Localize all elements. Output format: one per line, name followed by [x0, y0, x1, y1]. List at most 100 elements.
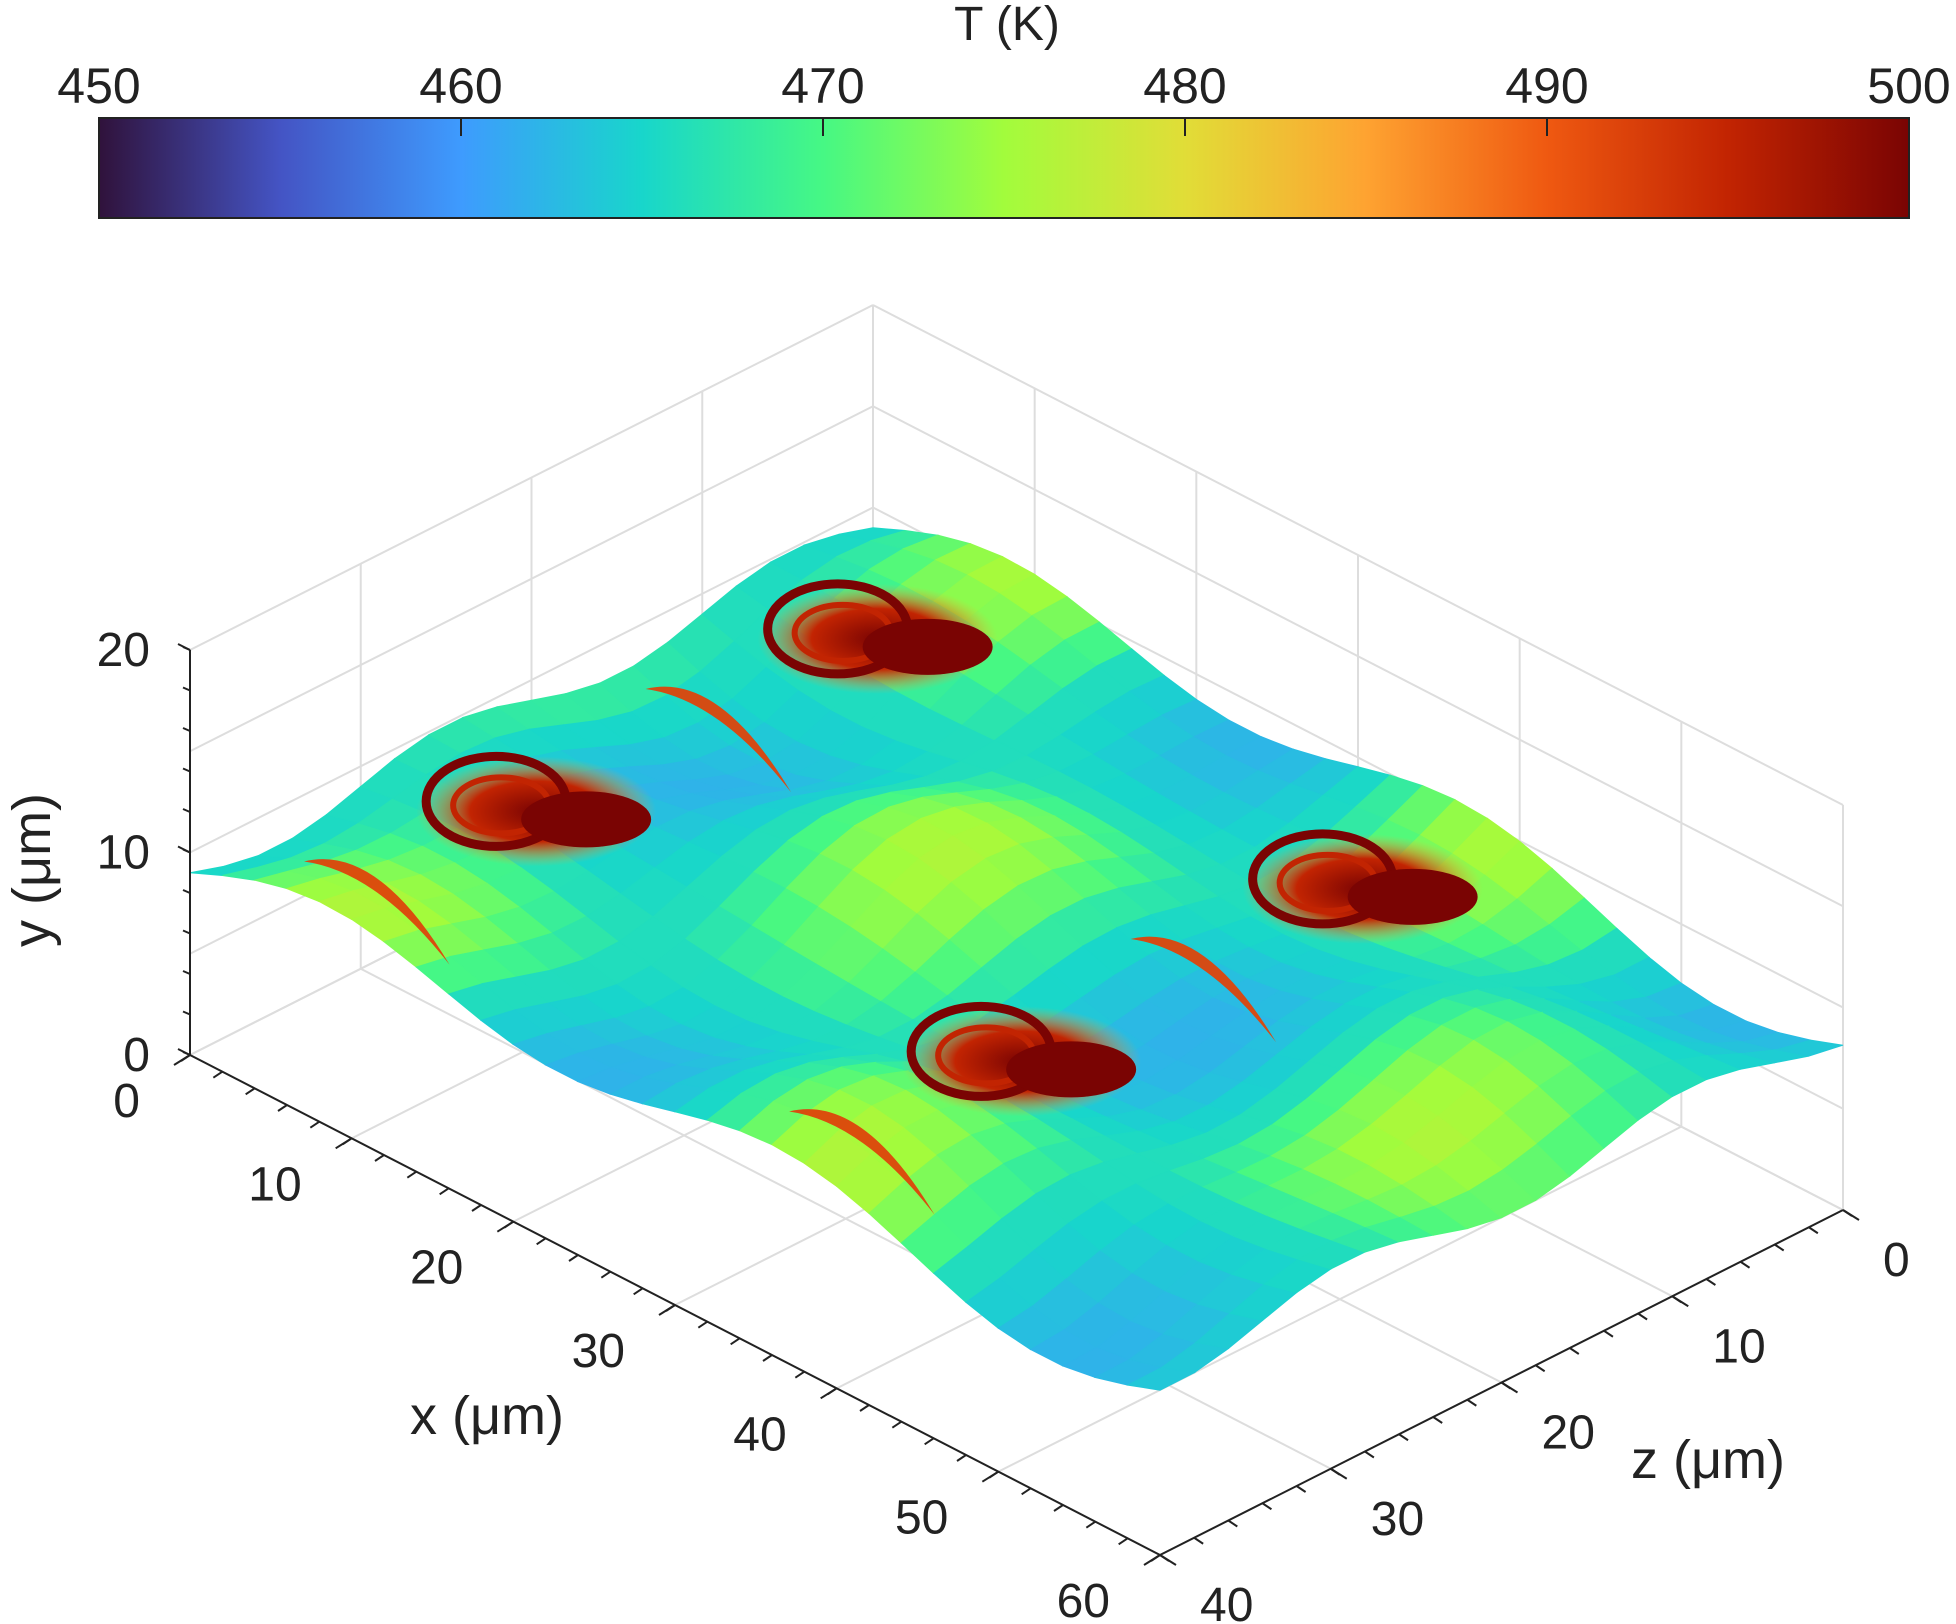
- z-minor-tick: [1432, 1416, 1443, 1424]
- x-minor-tick: [277, 1104, 288, 1112]
- x-minor-tick: [342, 1137, 353, 1146]
- hot-streak: [645, 686, 792, 793]
- colorbar-tick-label: 460: [419, 58, 502, 114]
- z-minor-tick: [1330, 1467, 1341, 1476]
- x-minor-tick: [956, 1454, 967, 1462]
- x-minor-tick: [245, 1087, 256, 1096]
- x-minor-tick: [859, 1404, 870, 1412]
- colorbar-ticks: 450 460 470 480 490 500: [57, 58, 1951, 136]
- z-minor-tick: [1808, 1226, 1819, 1235]
- y-tick-label: 20: [97, 624, 150, 677]
- z-minor-tick: [1159, 1554, 1170, 1562]
- y-minor-tick: [182, 1051, 191, 1056]
- z-minor-tick: [1842, 1209, 1853, 1217]
- hot-streak: [304, 859, 450, 965]
- y-minor-tick: [182, 646, 191, 651]
- x-minor-tick: [406, 1170, 417, 1179]
- hot-spot-core: [1006, 1041, 1137, 1098]
- x-minor-tick: [924, 1437, 935, 1446]
- colorbar-tick-label: 470: [781, 58, 864, 114]
- x-minor-tick: [794, 1370, 805, 1379]
- z-minor-tick: [1637, 1312, 1648, 1321]
- y-minor-tick: [182, 808, 191, 813]
- colorbar-tick-label: 490: [1505, 58, 1588, 114]
- colorbar-tick-label: 480: [1143, 58, 1226, 114]
- z-minor-tick: [1535, 1364, 1546, 1373]
- z-minor-tick: [1671, 1295, 1682, 1304]
- z-minor-tick: [1261, 1502, 1273, 1511]
- z-minor-tick: [1227, 1519, 1238, 1528]
- x-minor-tick: [503, 1220, 514, 1229]
- x-minor-tick: [471, 1204, 482, 1212]
- x-minor-tick: [309, 1120, 320, 1129]
- x-axis-label: x (μm): [410, 1386, 564, 1446]
- x-minor-tick: [730, 1337, 741, 1346]
- temperature-surface: [189, 527, 1844, 1391]
- x-minor-tick: [665, 1304, 676, 1312]
- x-minor-tick: [1053, 1504, 1064, 1512]
- hot-spot-core: [862, 618, 993, 675]
- z-minor-tick: [1500, 1381, 1512, 1390]
- z-minor-tick: [1398, 1433, 1409, 1442]
- x-minor-tick: [439, 1187, 450, 1196]
- x-minor-tick: [1150, 1554, 1161, 1562]
- y-minor-tick: [182, 889, 191, 894]
- x-minor-tick: [212, 1070, 223, 1079]
- y-minor-tick: [182, 970, 191, 975]
- axes-3d: 0 10 20 0 10 20 30 40 50 60 0 10 20 30 40 x (μm) y (μm…: [2, 304, 1910, 1624]
- z-minor-tick: [1603, 1329, 1614, 1338]
- colorbar-label: T (K): [954, 0, 1060, 51]
- x-minor-tick: [1085, 1520, 1096, 1529]
- x-minor-tick: [633, 1287, 644, 1296]
- hot-streak: [789, 1109, 935, 1215]
- x-minor-tick: [600, 1270, 611, 1279]
- x-tick-label: 20: [410, 1242, 463, 1295]
- z-minor-tick: [1193, 1536, 1204, 1545]
- x-minor-tick: [536, 1237, 547, 1246]
- axis-ticks: 0 10 20 0 10 20 30 40 50 60 0 10 20 30 40: [97, 624, 1910, 1624]
- x-minor-tick: [891, 1420, 902, 1429]
- x-minor-tick: [568, 1254, 579, 1262]
- z-minor-tick: [1774, 1243, 1785, 1252]
- z-tick-label: 20: [1542, 1407, 1595, 1460]
- y-minor-tick: [182, 929, 191, 935]
- z-tick-label: 40: [1200, 1579, 1253, 1624]
- hot-spot-core: [521, 791, 652, 848]
- x-minor-tick: [697, 1320, 708, 1329]
- colorbar: T (K) 450 460 470 480 490 500: [57, 0, 1951, 219]
- z-minor-tick: [1705, 1278, 1716, 1286]
- y-minor-tick: [182, 1010, 191, 1016]
- z-axis-label: z (μm): [1631, 1430, 1785, 1490]
- x-tick-label: 50: [895, 1492, 948, 1545]
- z-minor-tick: [1466, 1398, 1477, 1407]
- y-minor-tick: [182, 848, 191, 854]
- x-minor-tick: [180, 1054, 191, 1062]
- y-axis-label: y (μm): [2, 793, 62, 947]
- x-minor-tick: [1118, 1537, 1129, 1546]
- hot-streak: [1130, 936, 1277, 1043]
- surface-patch: [1776, 1039, 1844, 1057]
- x-minor-tick: [1021, 1487, 1032, 1496]
- z-minor-tick: [1739, 1260, 1751, 1269]
- x-minor-tick: [827, 1387, 838, 1396]
- z-tick-label: 0: [1883, 1234, 1910, 1287]
- x-minor-tick: [988, 1470, 999, 1479]
- colorbar-tick-label: 500: [1867, 58, 1950, 114]
- z-minor-tick: [1569, 1347, 1580, 1355]
- colorbar-gradient: [98, 117, 1910, 219]
- x-minor-tick: [374, 1154, 385, 1162]
- colorbar-tick-label: 450: [57, 58, 140, 114]
- x-tick-label: 0: [113, 1075, 140, 1128]
- y-minor-tick: [182, 686, 191, 692]
- z-tick-label: 10: [1712, 1320, 1765, 1373]
- y-tick-label: 0: [123, 1029, 150, 1082]
- x-tick-label: 60: [1057, 1575, 1110, 1624]
- z-minor-tick: [1364, 1450, 1375, 1459]
- y-minor-tick: [182, 767, 191, 773]
- x-tick-label: 30: [572, 1325, 625, 1378]
- x-minor-tick: [762, 1354, 773, 1362]
- y-tick-label: 10: [97, 827, 150, 880]
- y-minor-tick: [182, 727, 191, 732]
- x-tick-label: 40: [733, 1408, 786, 1461]
